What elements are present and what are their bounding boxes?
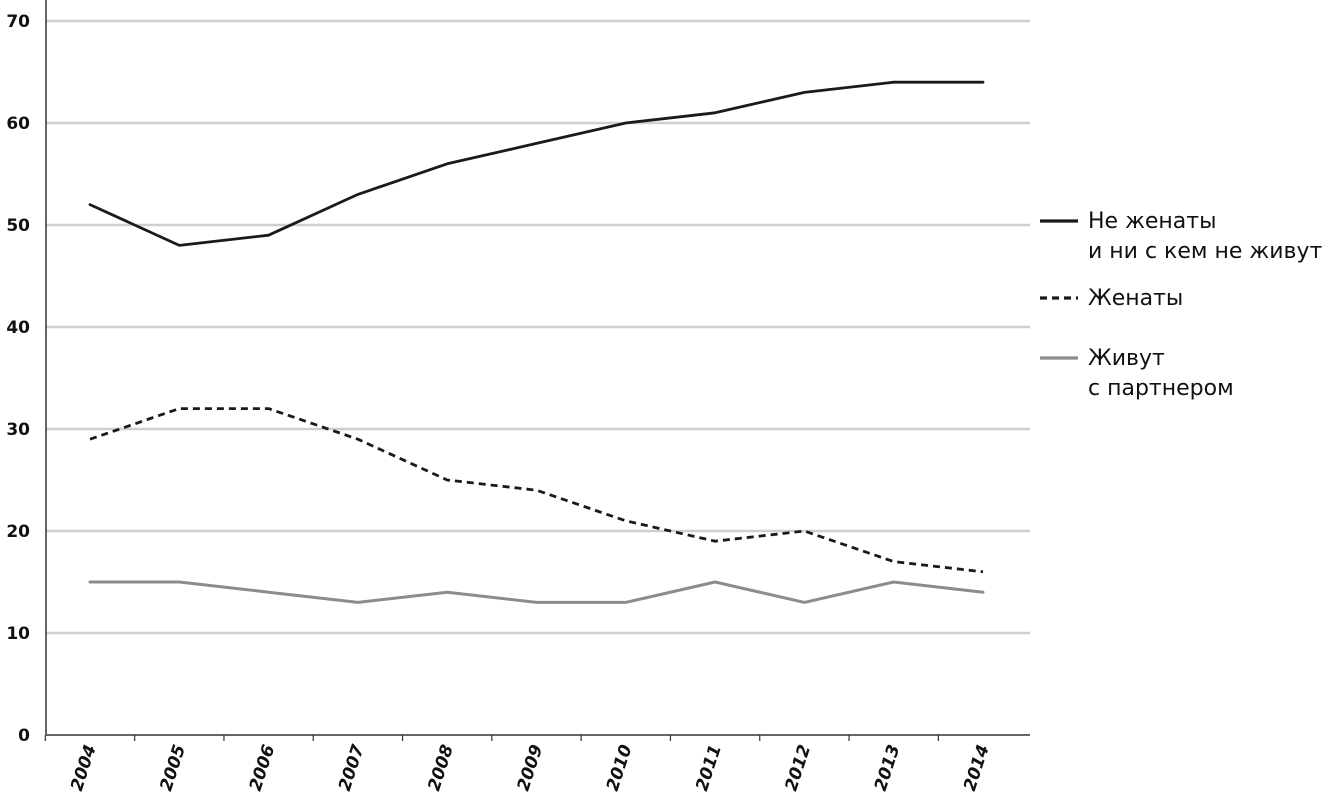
x-tick-label: 2005: [156, 742, 190, 793]
y-tick-label: 20: [6, 522, 30, 542]
y-tick-labels: 0 10 20 30 40 50 60 70: [6, 12, 30, 746]
legend-label: Женаты: [1088, 286, 1183, 311]
axes: [44, 0, 1030, 741]
series-line-1: [88, 80, 985, 247]
y-tick-label: 30: [6, 420, 30, 440]
y-tick-label: 0: [18, 726, 30, 746]
legend-label: и ни с кем не живут: [1088, 239, 1322, 264]
x-tick-label: 2008: [424, 742, 458, 793]
x-tick-label: 2011: [692, 742, 726, 793]
y-tick-label: 60: [6, 114, 30, 134]
x-tick-label: 2004: [67, 742, 101, 793]
x-tick-label: 2007: [335, 742, 369, 793]
legend-label: с партнером: [1088, 376, 1234, 401]
series-line-2: [89, 407, 984, 574]
legend-label: Не женаты: [1088, 209, 1216, 234]
series-line-3: [88, 580, 985, 604]
gridlines: [46, 19, 1030, 635]
x-tick-label: 2012: [782, 742, 816, 793]
y-tick-label: 40: [6, 318, 30, 338]
legend: Не женаты и ни с кем не живут Женаты Живут с…: [1040, 209, 1322, 401]
y-tick-label: 50: [6, 216, 30, 236]
series-lines: [88, 80, 985, 604]
legend-label: Живут: [1088, 346, 1165, 371]
x-tick-label: 2009: [514, 742, 548, 793]
y-tick-label: 70: [6, 12, 30, 32]
x-tick-label: 2014: [960, 742, 994, 793]
y-tick-label: 10: [6, 624, 30, 644]
x-tick-label: 2010: [603, 742, 637, 793]
x-tick-label: 2013: [871, 742, 905, 793]
x-tick-label: 2006: [246, 742, 280, 793]
x-tick-labels: 2004 2005 2006 2007 2008 2009 2010 2011 2012 2013…: [67, 742, 994, 793]
